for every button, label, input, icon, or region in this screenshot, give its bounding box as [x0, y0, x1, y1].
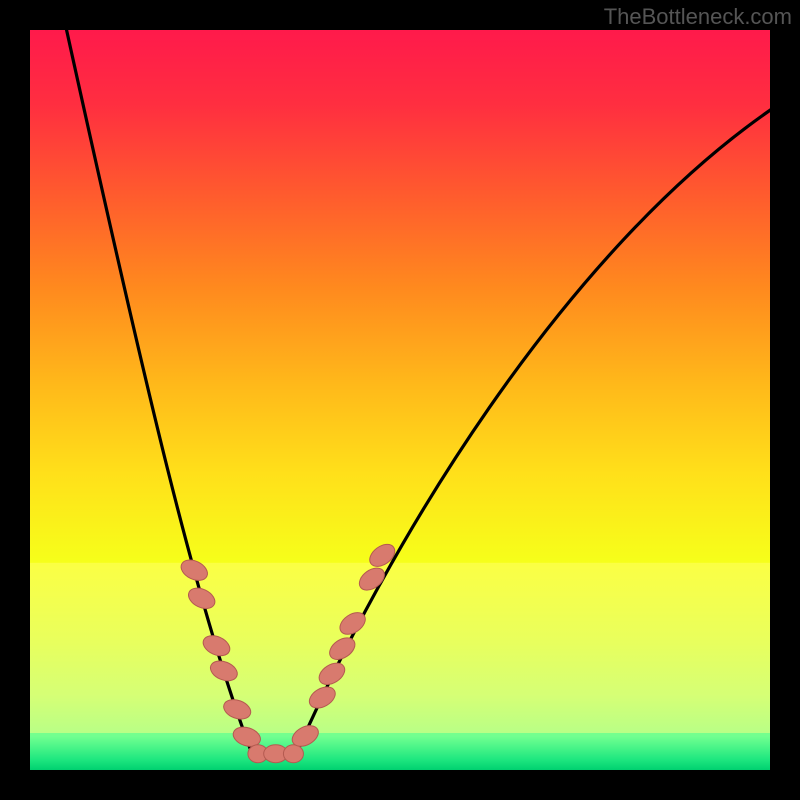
watermark-text: TheBottleneck.com [604, 4, 792, 30]
bottleneck-chart [0, 0, 800, 800]
highlight-band [30, 563, 770, 733]
curve-bead [283, 745, 303, 763]
chart-container: { "watermark": { "text": "TheBottleneck.… [0, 0, 800, 800]
